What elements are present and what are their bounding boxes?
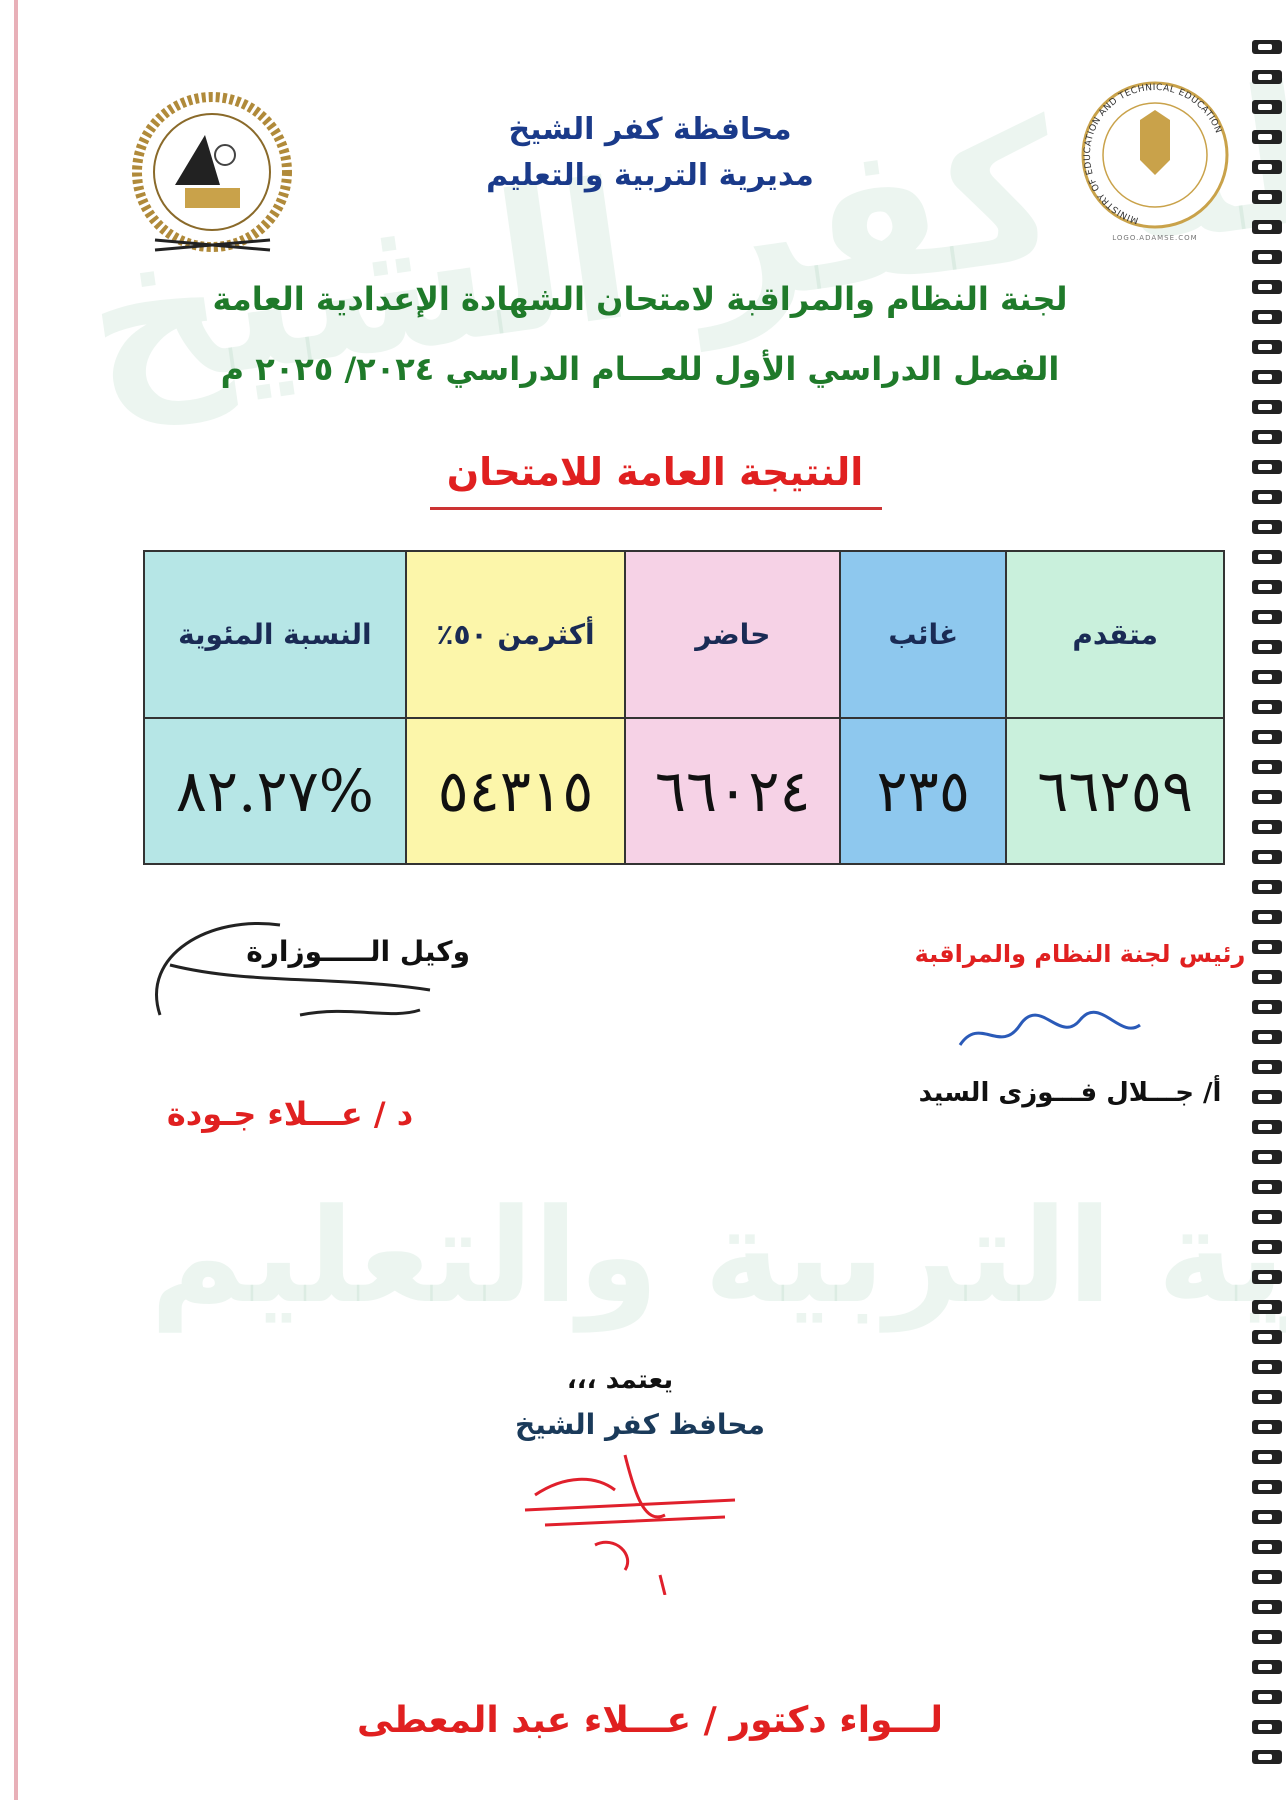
spiral-ring bbox=[1252, 520, 1282, 534]
governorate-title: محافظة كفر الشيخ bbox=[508, 112, 792, 147]
committee-title: لجنة النظام والمراقبة لامتحان الشهادة ال… bbox=[212, 280, 1068, 318]
spiral-ring bbox=[1252, 1690, 1282, 1704]
governor-name: لـــواء دكتور / عـــلاء عبد المعطى bbox=[356, 1700, 944, 1741]
spiral-ring bbox=[1252, 1090, 1282, 1104]
deputy-title: وكيل الـــــوزارة bbox=[246, 935, 470, 968]
spiral-ring bbox=[1252, 1570, 1282, 1584]
spiral-ring bbox=[1252, 310, 1282, 324]
page-edge bbox=[14, 0, 18, 1800]
spiral-ring bbox=[1252, 460, 1282, 474]
spiral-ring bbox=[1252, 220, 1282, 234]
header-cell: متقدم bbox=[1005, 550, 1225, 719]
spiral-ring bbox=[1252, 40, 1282, 54]
value-cell: ٥٤٣١٥ bbox=[404, 717, 627, 865]
spiral-ring bbox=[1252, 340, 1282, 354]
committee-head-name: أ/ جـــلال فـــوزى السيد bbox=[918, 1078, 1222, 1108]
result-title: النتيجة العامة للامتحان bbox=[446, 450, 864, 494]
ministry-logo-caption: LOGO.ADAMSE.COM bbox=[1112, 234, 1198, 242]
spiral-ring bbox=[1252, 1060, 1282, 1074]
value-cell: ٨٢.٢٧% bbox=[143, 717, 407, 865]
spiral-ring bbox=[1252, 1360, 1282, 1374]
term-title: الفصل الدراسي الأول للعـــام الدراسي ٢٠٢… bbox=[220, 350, 1060, 388]
spiral-ring bbox=[1252, 550, 1282, 564]
spiral-ring bbox=[1252, 1390, 1282, 1404]
table-header-row: متقدم غائب حاضر أكثرمن ٥٠٪ النسبة المئوي… bbox=[143, 550, 1225, 719]
spiral-ring bbox=[1252, 1510, 1282, 1524]
deputy-signature bbox=[130, 895, 450, 1049]
spiral-ring bbox=[1252, 1450, 1282, 1464]
spiral-ring bbox=[1252, 1720, 1282, 1734]
results-table: متقدم غائب حاضر أكثرمن ٥٠٪ النسبة المئوي… bbox=[143, 550, 1225, 865]
spiral-ring bbox=[1252, 910, 1282, 924]
spiral-ring bbox=[1252, 1420, 1282, 1434]
spiral-ring bbox=[1252, 490, 1282, 504]
header-cell: النسبة المئوية bbox=[143, 550, 407, 719]
spiral-ring bbox=[1252, 370, 1282, 384]
header-cell: حاضر bbox=[624, 550, 842, 719]
spiral-binding bbox=[1246, 40, 1286, 1780]
watermark-bottom: مديرية التربية والتعليم bbox=[150, 1180, 1286, 1332]
spiral-ring bbox=[1252, 130, 1282, 144]
spiral-ring bbox=[1252, 820, 1282, 834]
spiral-ring bbox=[1252, 400, 1282, 414]
spiral-ring bbox=[1252, 1300, 1282, 1314]
spiral-ring bbox=[1252, 1660, 1282, 1674]
spiral-ring bbox=[1252, 430, 1282, 444]
spiral-ring bbox=[1252, 1330, 1282, 1344]
governor-title: محافظ كفر الشيخ bbox=[515, 1408, 765, 1441]
spiral-ring bbox=[1252, 880, 1282, 894]
spiral-ring bbox=[1252, 640, 1282, 654]
ministry-logo: MINISTRY OF EDUCATION AND TECHNICAL EDUC… bbox=[1075, 80, 1235, 250]
spiral-ring bbox=[1252, 1630, 1282, 1644]
approval-label: يعتمد ،،، bbox=[566, 1365, 674, 1395]
spiral-ring bbox=[1252, 280, 1282, 294]
spiral-ring bbox=[1252, 850, 1282, 864]
spiral-ring bbox=[1252, 250, 1282, 264]
spiral-ring bbox=[1252, 580, 1282, 594]
spiral-ring bbox=[1252, 1000, 1282, 1014]
spiral-ring bbox=[1252, 790, 1282, 804]
spiral-ring bbox=[1252, 940, 1282, 954]
spiral-ring bbox=[1252, 970, 1282, 984]
spiral-ring bbox=[1252, 1150, 1282, 1164]
spiral-ring bbox=[1252, 1240, 1282, 1254]
spiral-ring bbox=[1252, 1180, 1282, 1194]
kafr-elsheikh-logo bbox=[125, 90, 300, 260]
title-underline bbox=[430, 507, 882, 510]
directorate-title: مديرية التربية والتعليم bbox=[486, 158, 814, 193]
spiral-ring bbox=[1252, 1030, 1282, 1044]
spiral-ring bbox=[1252, 670, 1282, 684]
spiral-ring bbox=[1252, 730, 1282, 744]
spiral-ring bbox=[1252, 1600, 1282, 1614]
spiral-ring bbox=[1252, 1480, 1282, 1494]
value-cell: ٦٦٢٥٩ bbox=[1005, 717, 1225, 865]
spiral-ring bbox=[1252, 1750, 1282, 1764]
spiral-ring bbox=[1252, 1210, 1282, 1224]
spiral-ring bbox=[1252, 70, 1282, 84]
spiral-ring bbox=[1252, 700, 1282, 714]
spiral-ring bbox=[1252, 1540, 1282, 1554]
spiral-ring bbox=[1252, 1270, 1282, 1284]
spiral-ring bbox=[1252, 160, 1282, 174]
header-cell: غائب bbox=[839, 550, 1008, 719]
table-row: ٦٦٢٥٩ ٢٣٥ ٦٦٠٢٤ ٥٤٣١٥ ٨٢.٢٧% bbox=[143, 717, 1225, 865]
value-cell: ٦٦٠٢٤ bbox=[624, 717, 842, 865]
spiral-ring bbox=[1252, 1120, 1282, 1134]
deputy-name: د / عـــلاء جـودة bbox=[166, 1095, 414, 1133]
header-cell: أكثرمن ٥٠٪ bbox=[404, 550, 627, 719]
committee-head-title: رئيس لجنة النظام والمراقبة bbox=[914, 940, 1246, 968]
spiral-ring bbox=[1252, 190, 1282, 204]
spiral-ring bbox=[1252, 100, 1282, 114]
spiral-ring bbox=[1252, 760, 1282, 774]
committee-head-signature bbox=[950, 1005, 1150, 1069]
spiral-ring bbox=[1252, 610, 1282, 624]
governor-signature bbox=[505, 1435, 745, 1599]
value-cell: ٢٣٥ bbox=[839, 717, 1008, 865]
